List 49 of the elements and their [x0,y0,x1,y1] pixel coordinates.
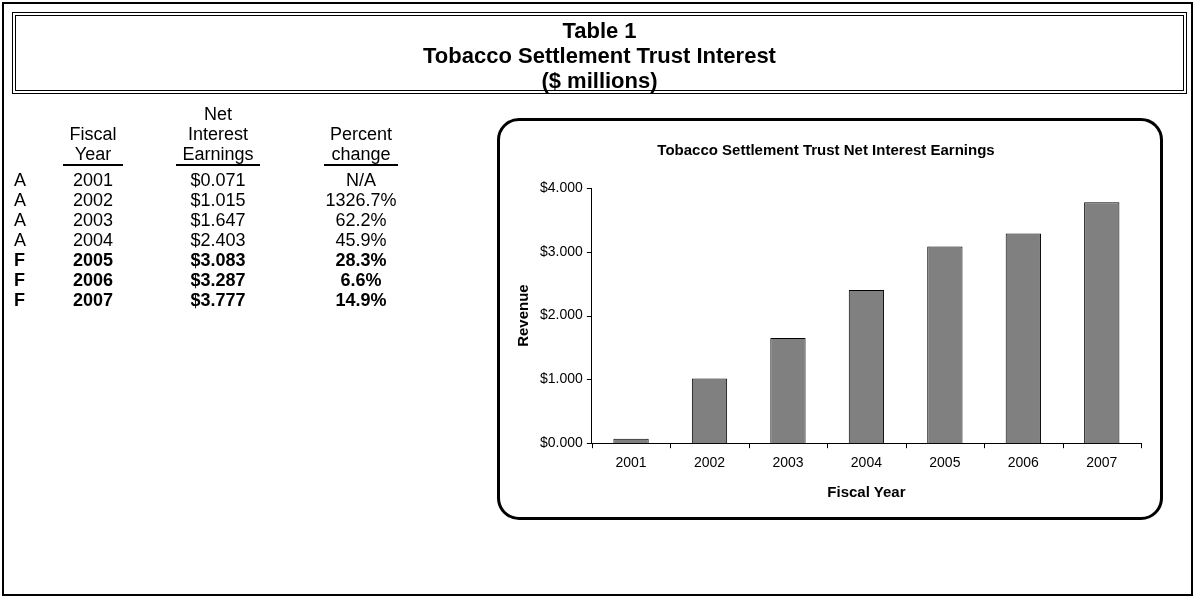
category-label: 2005 [72,250,114,270]
category-label: 2006 [72,270,114,290]
text: A [14,230,27,250]
chart-title: Tobacco Settlement Trust Net Interest Earnings [657,141,995,159]
text: 45.9% [334,230,388,250]
y-tick-label: $4.000 [539,178,584,195]
x-axis-title: Fiscal Year [827,483,906,501]
caption: Table 1 [561,18,638,43]
text: $2.403 [189,230,247,250]
x-tick-label: 2002 [693,454,726,471]
category-label: 2007 [72,290,114,310]
text: A [14,190,27,210]
text: Fiscal Year [63,124,123,166]
x-tick-label: 2003 [772,454,804,471]
text: A [14,170,27,190]
x-tick-label: 2005 [929,454,961,471]
text: $1.647 [189,210,247,230]
text: N/A [345,170,377,190]
text: F [14,270,26,290]
x-tick-label: 2007 [1086,454,1118,471]
x-tick-label: 2004 [850,454,883,471]
text: F [14,250,26,270]
text: F [14,290,26,310]
category-label: 2001 [72,170,114,190]
text: Percent change [323,124,399,166]
x-tick-label: 2006 [1007,454,1040,471]
text: A [14,210,27,230]
text: $3.777 [189,290,247,310]
category-label: 2003 [72,210,114,230]
y-tick-label: $0.000 [539,434,584,451]
text: 1326.7% [324,190,398,210]
text: $0.071 [189,170,247,190]
y-tick-label: $1.000 [539,370,584,387]
y-tick-label: $3.000 [539,242,584,259]
category-label: 2004 [72,230,114,250]
text: Tobacco Settlement Trust Interest [422,43,777,68]
category-label: 2002 [72,190,114,210]
y-axis-title: Revenue [514,284,532,347]
text: 28.3% [334,250,388,270]
text: 62.2% [334,210,388,230]
text: $1.015 [189,190,247,210]
text: 6.6% [339,270,383,290]
text: $3.287 [189,270,247,290]
text: ($ millions) [540,68,659,93]
text: Net Interest Earnings [176,104,260,166]
x-tick-label: 2001 [615,454,647,471]
text: $3.083 [189,250,247,270]
y-tick-label: $2.000 [539,306,584,323]
text: 14.9% [334,290,388,310]
